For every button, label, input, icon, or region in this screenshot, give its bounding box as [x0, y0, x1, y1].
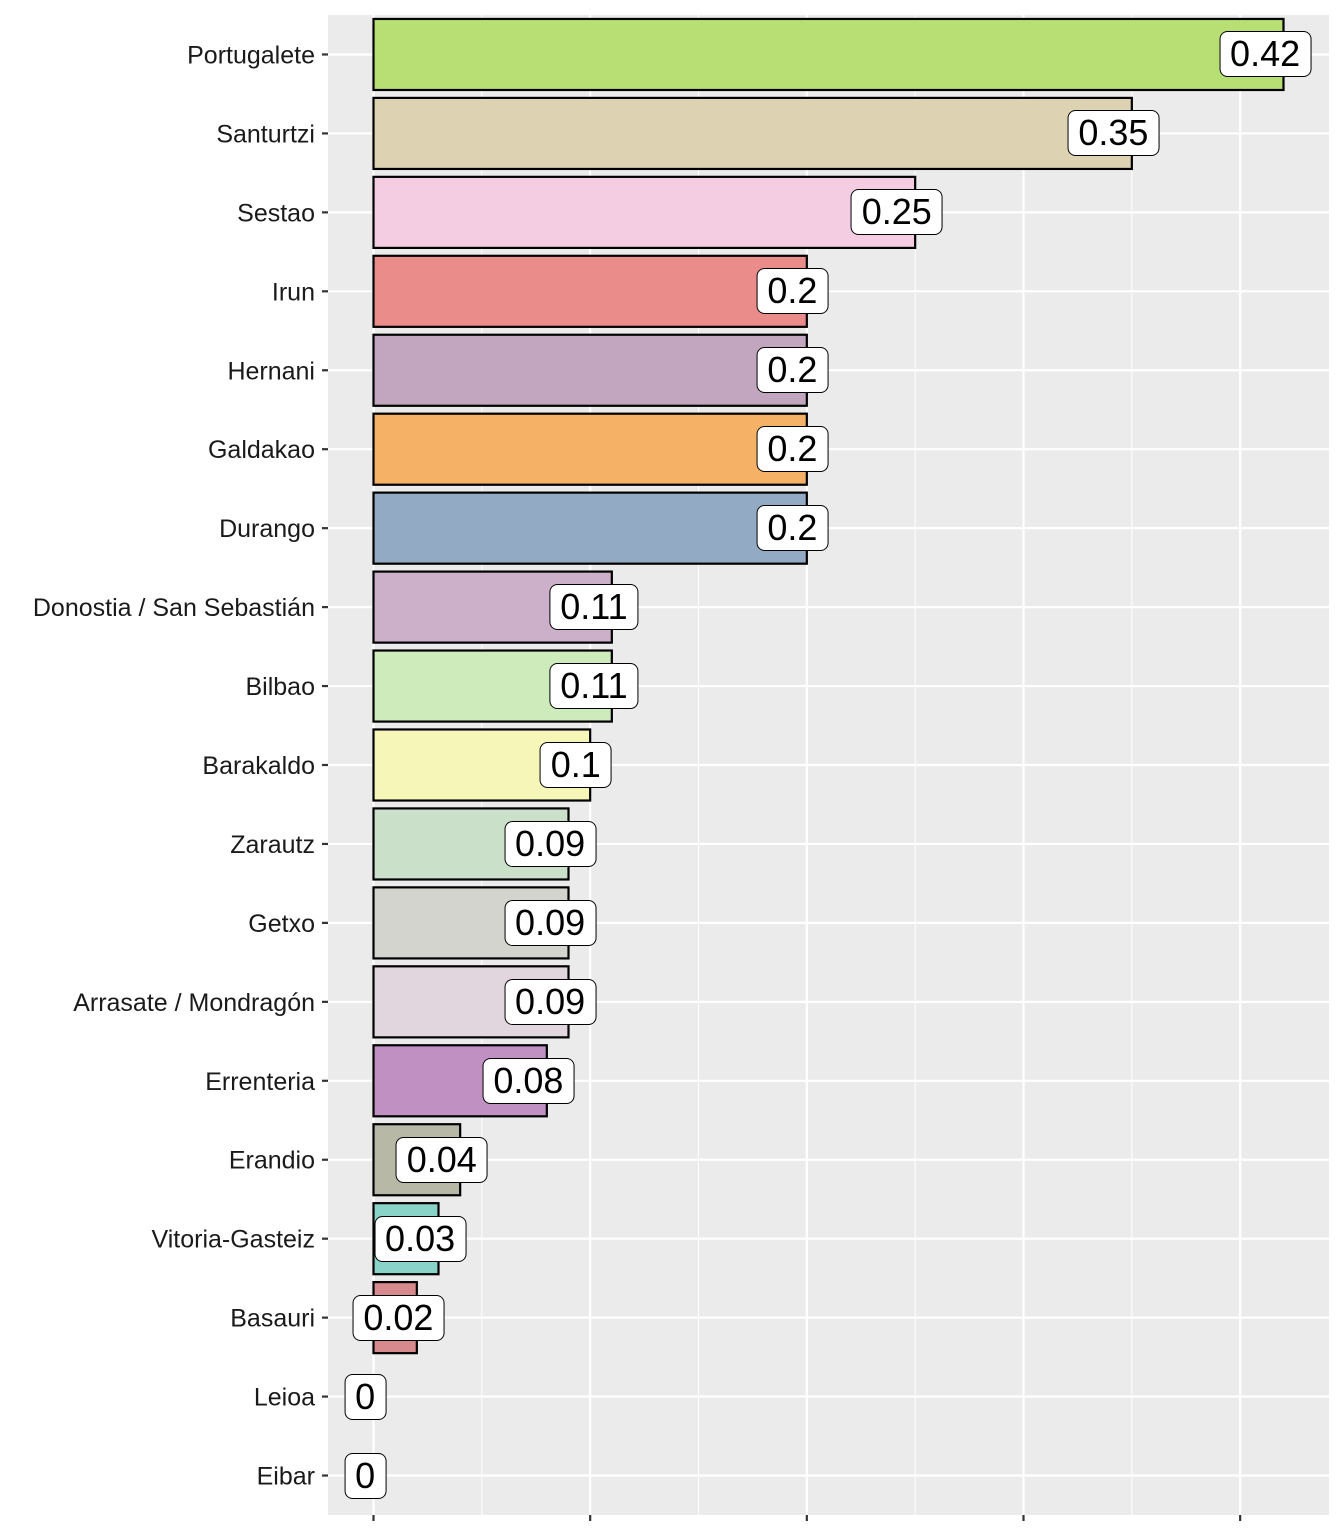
- data-label: 0.11: [549, 663, 639, 710]
- category-label: Portugalete: [187, 41, 315, 69]
- data-label: 0.04: [395, 1136, 488, 1183]
- bar: [372, 96, 1133, 171]
- data-label: 0.2: [756, 426, 829, 473]
- category-label: Donostia / San Sebastián: [33, 594, 315, 622]
- category-label: Getxo: [248, 910, 315, 938]
- category-label: Sestao: [237, 199, 315, 227]
- category-label: Barakaldo: [202, 752, 315, 780]
- bar: [372, 175, 917, 249]
- category-label: Vitoria-Gasteiz: [152, 1226, 316, 1254]
- category-label: Basauri: [230, 1305, 315, 1333]
- data-label: 0.42: [1219, 31, 1312, 78]
- data-label: 0.1: [539, 742, 612, 788]
- data-label: 0.2: [756, 347, 829, 394]
- data-label: 0.25: [850, 189, 943, 236]
- data-label: 0.09: [504, 820, 597, 867]
- data-label: 0.09: [504, 978, 597, 1025]
- data-label: 0.03: [374, 1215, 467, 1262]
- bar: [372, 412, 808, 486]
- bar: [372, 254, 808, 328]
- category-label: Eibar: [257, 1463, 315, 1491]
- category-label: Erandio: [229, 1147, 315, 1175]
- data-label: 0.2: [756, 268, 829, 315]
- bar: [372, 17, 1285, 92]
- data-label: 0: [344, 1452, 387, 1499]
- data-label: 0.08: [482, 1057, 575, 1104]
- category-label: Arrasate / Mondragón: [73, 989, 315, 1017]
- category-label: Santurtzi: [216, 120, 315, 148]
- category-label: Bilbao: [246, 673, 316, 701]
- data-label: 0.09: [504, 899, 597, 946]
- category-label: Hernani: [227, 357, 315, 385]
- data-label: 0.02: [352, 1294, 445, 1341]
- data-label: 0.11: [549, 584, 639, 631]
- category-label: Durango: [219, 515, 315, 543]
- bar: [372, 333, 808, 407]
- category-label: Zarautz: [230, 831, 315, 859]
- category-label: Irun: [272, 278, 315, 306]
- bar: [372, 491, 808, 565]
- category-label: Galdakao: [208, 436, 315, 464]
- category-label: Errenteria: [205, 1068, 315, 1096]
- data-label: 0: [344, 1373, 387, 1420]
- category-label: Leioa: [254, 1384, 315, 1412]
- data-label: 0.2: [756, 505, 829, 552]
- data-label: 0.35: [1067, 110, 1160, 157]
